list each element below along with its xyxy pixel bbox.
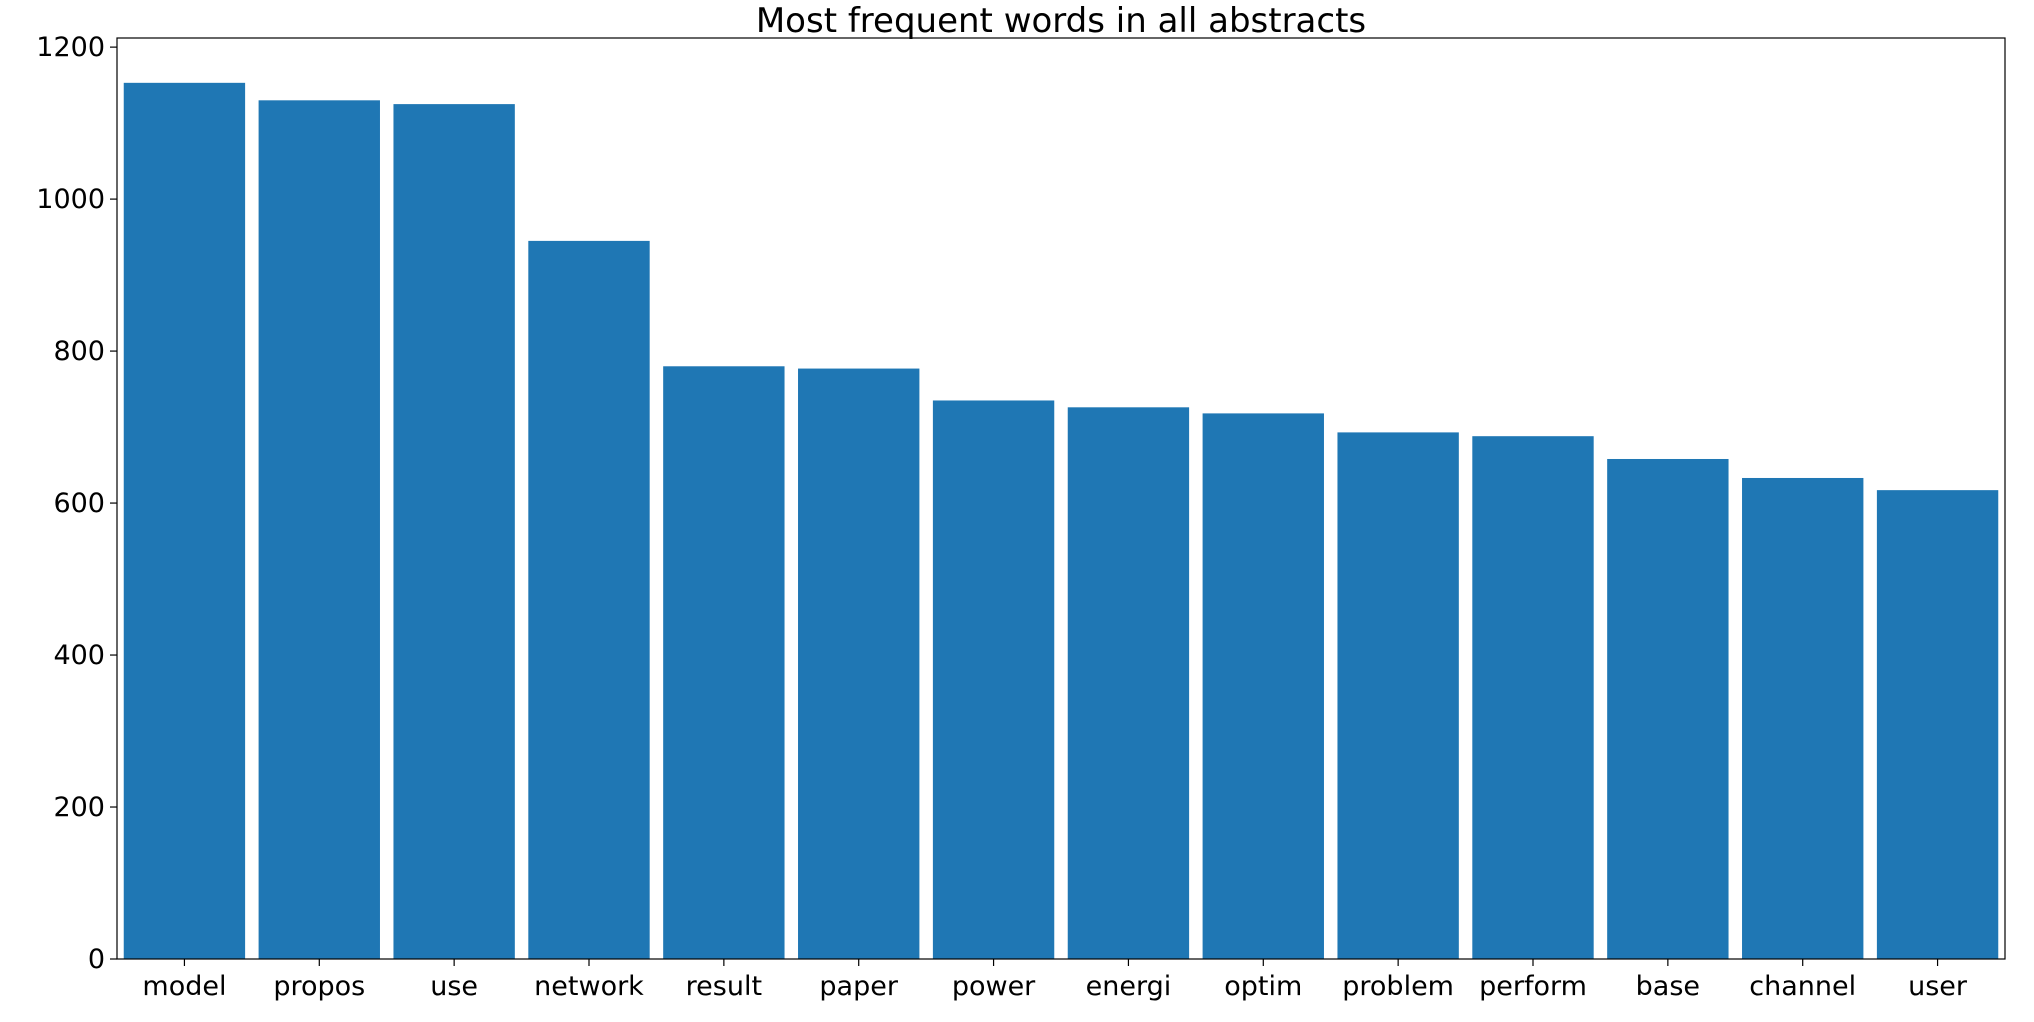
x-tick-label: perform [1479,971,1587,1002]
x-axis: model propos use network result paper power ene… [142,959,1968,1002]
bar-result [663,366,785,959]
bar-channel [1742,477,1864,959]
y-axis: 0 200 400 600 800 1000 1200 [36,32,117,975]
y-tick-label: 1200 [36,32,105,63]
y-tick-label: 400 [53,640,105,671]
bar-energi [1067,407,1190,959]
y-tick-label: 0 [88,944,105,975]
x-tick-label: paper [819,971,898,1002]
x-tick-label: power [952,971,1036,1002]
bar-propos [258,100,380,959]
bar-problem [1337,432,1459,959]
bars-layer [123,82,1999,960]
y-tick-label: 600 [53,488,105,519]
bar-user [1876,490,1999,959]
x-tick-label: model [142,971,226,1002]
x-tick-label: base [1636,971,1700,1002]
x-tick-label: optim [1224,971,1302,1002]
bar-model [123,82,246,959]
bar-perform [1472,436,1594,959]
y-tick-label: 1000 [36,184,105,215]
plot-frame [116,37,2006,960]
bar-use [393,104,515,960]
bar-network [528,240,650,959]
bar-optim [1202,413,1324,959]
y-tick-label: 200 [53,792,105,823]
x-tick-label: result [686,971,762,1002]
y-tick-label: 800 [53,336,105,367]
x-tick-label: use [430,971,478,1002]
bar-power [932,400,1055,960]
x-tick-label: problem [1342,971,1454,1002]
bar-base [1607,458,1729,959]
x-tick-label: propos [273,971,365,1002]
x-tick-label: channel [1749,971,1856,1002]
bar-paper [798,368,920,959]
chart-title: Most frequent words in all abstracts [756,1,1366,41]
x-tick-label: user [1908,971,1968,1002]
x-tick-label: energi [1086,971,1172,1002]
x-tick-label: network [534,971,644,1002]
